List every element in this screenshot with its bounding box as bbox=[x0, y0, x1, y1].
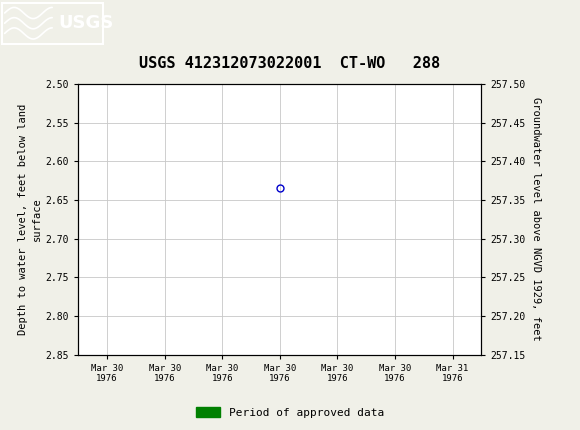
Legend: Period of approved data: Period of approved data bbox=[191, 403, 389, 422]
Y-axis label: Groundwater level above NGVD 1929, feet: Groundwater level above NGVD 1929, feet bbox=[531, 98, 541, 341]
Bar bbox=[2, 3, 103, 44]
Text: USGS: USGS bbox=[58, 14, 113, 32]
Y-axis label: Depth to water level, feet below land
surface: Depth to water level, feet below land su… bbox=[19, 104, 42, 335]
Text: USGS 412312073022001  CT-WO   288: USGS 412312073022001 CT-WO 288 bbox=[139, 56, 441, 71]
